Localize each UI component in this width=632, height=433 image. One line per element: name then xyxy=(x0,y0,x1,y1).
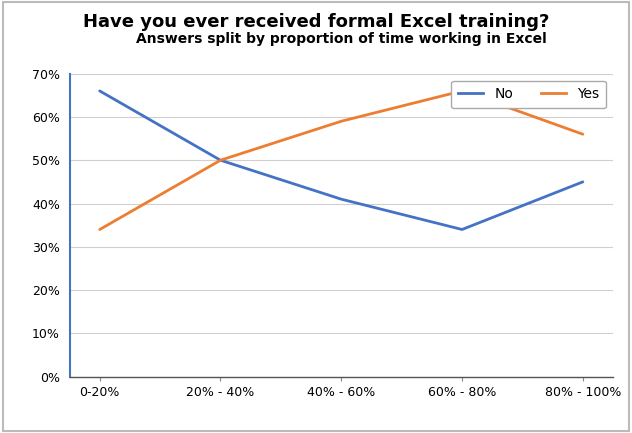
No xyxy=(458,227,466,232)
Line: Yes: Yes xyxy=(100,91,583,229)
Yes xyxy=(96,227,104,232)
Text: Have you ever received formal Excel training?: Have you ever received formal Excel trai… xyxy=(83,13,549,31)
No xyxy=(217,158,224,163)
No xyxy=(579,179,586,184)
Title: Answers split by proportion of time working in Excel: Answers split by proportion of time work… xyxy=(136,32,547,46)
Yes xyxy=(337,119,345,124)
No xyxy=(337,197,345,202)
Line: No: No xyxy=(100,91,583,229)
No xyxy=(96,88,104,94)
Yes xyxy=(579,132,586,137)
Yes xyxy=(217,158,224,163)
Yes xyxy=(458,88,466,94)
Legend: No, Yes: No, Yes xyxy=(451,81,606,108)
